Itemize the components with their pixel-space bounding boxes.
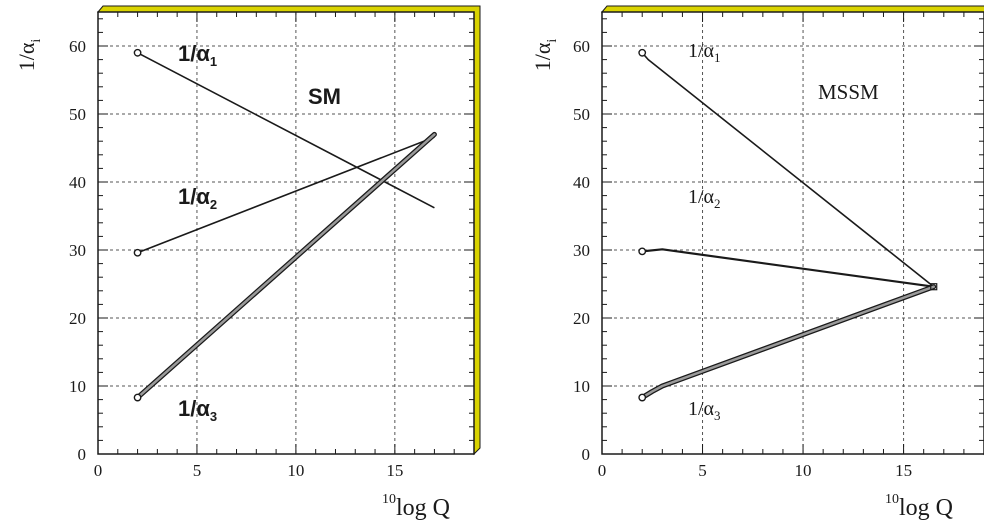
y-tick-label: 40 — [69, 173, 86, 192]
x-tick-label: 15 — [386, 461, 403, 480]
axis-frame — [601, 11, 984, 455]
x-axis-label: 10log Q — [382, 492, 450, 521]
panel-title: SM — [308, 84, 341, 109]
x-tick-label: 10 — [287, 461, 304, 480]
series-alpha1-line — [137, 52, 435, 209]
y-tick-label: 40 — [573, 173, 590, 192]
series-alpha2-line — [642, 248, 934, 288]
y-tick-label: 30 — [69, 241, 86, 260]
series-alpha3-line — [640, 285, 935, 399]
series-alpha3-line — [136, 133, 436, 399]
x-tick-label: 10 — [795, 461, 812, 480]
x-tick-label: 0 — [94, 461, 103, 480]
y-tick-label: 50 — [69, 105, 86, 124]
y-tick-label: 20 — [69, 309, 86, 328]
y-tick-label: 30 — [573, 241, 590, 260]
x-axis-label: 10log Q — [885, 492, 953, 521]
series-start-marker — [133, 48, 142, 57]
axis-frame — [97, 11, 475, 455]
frame-shadow — [600, 5, 984, 456]
y-axis-label: 1/αi — [14, 39, 44, 72]
y-tick-label: 10 — [69, 377, 86, 396]
panel-title: MSSM — [818, 80, 879, 104]
x-tick-label: 15 — [895, 461, 912, 480]
y-tick-label: 60 — [573, 37, 590, 56]
series-alpha2-line — [137, 136, 435, 254]
y-tick-label: 0 — [582, 445, 591, 464]
y-axis-label: 1/αi — [530, 39, 560, 72]
x-tick-label: 5 — [698, 461, 707, 480]
x-tick-label: 5 — [193, 461, 202, 480]
plot-area — [98, 12, 474, 454]
plot-area — [602, 12, 984, 454]
series-start-marker — [133, 248, 142, 257]
x-tick-label: 0 — [598, 461, 607, 480]
series-start-marker — [133, 393, 142, 402]
series-start-marker — [638, 48, 647, 57]
y-tick-label: 20 — [573, 309, 590, 328]
unification-point-marker — [930, 283, 938, 291]
series-start-marker — [638, 247, 647, 256]
y-tick-label: 50 — [573, 105, 590, 124]
y-tick-label: 60 — [69, 37, 86, 56]
y-tick-label: 10 — [573, 377, 590, 396]
series-start-marker — [638, 393, 647, 402]
y-tick-label: 0 — [78, 445, 87, 464]
